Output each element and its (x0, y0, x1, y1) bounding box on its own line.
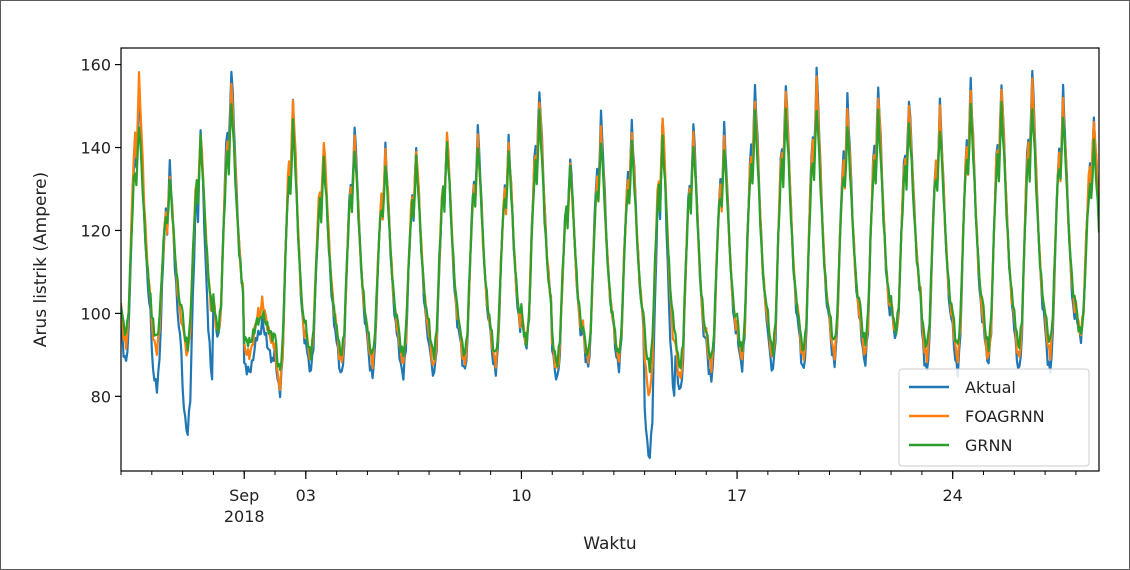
legend: Aktual FOAGRNN GRNN (898, 368, 1090, 467)
x-tick-label: 24 (943, 486, 963, 505)
legend-label-aktual: Aktual (965, 378, 1016, 397)
plot-frame (120, 47, 1100, 472)
y-tick-label: 120 (80, 221, 111, 240)
ticks-layer: 80 100 120 140 160 Sep 2018 03 10 17 24 (80, 56, 1077, 526)
legend-label-grnn: GRNN (965, 436, 1012, 455)
y-axis-title: Arus listrik (Ampere) (31, 172, 51, 347)
legend-box (898, 368, 1090, 467)
y-tick-label: 140 (80, 139, 111, 158)
series-line-grnn (121, 100, 1099, 374)
x-tick-label: 03 (296, 486, 316, 505)
axes-layer (120, 47, 1100, 472)
x-tick-sublabel: 2018 (224, 507, 265, 526)
x-tick-label: 10 (511, 486, 531, 505)
x-tick-label: 17 (727, 486, 747, 505)
x-tick-label: Sep (229, 486, 259, 505)
y-tick-label: 160 (80, 56, 111, 75)
y-tick-label: 80 (91, 387, 111, 406)
series-layer (121, 66, 1099, 460)
y-tick-label: 100 (80, 304, 111, 323)
x-axis-title: Waktu (583, 534, 636, 554)
legend-label-foagrnn: FOAGRNN (965, 407, 1045, 426)
